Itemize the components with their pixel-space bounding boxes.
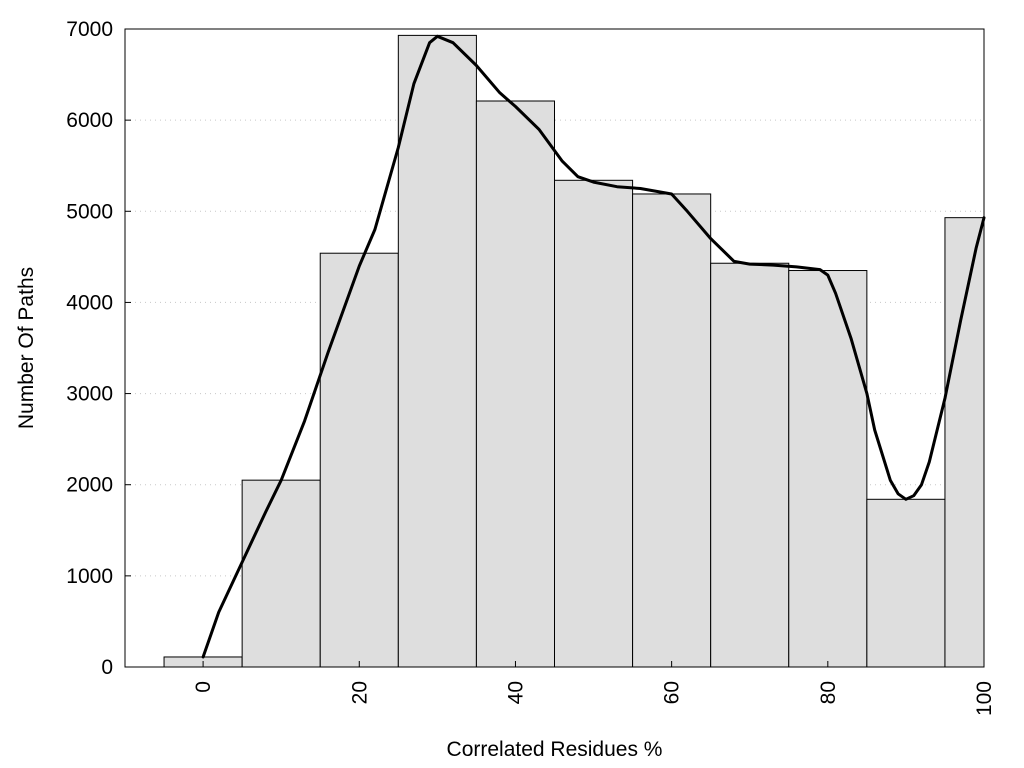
y-tick-label: 3000 — [66, 383, 113, 406]
smooth-curve — [201, 34, 986, 659]
histogram-bar — [241, 479, 321, 668]
y-tick-label: 7000 — [66, 18, 113, 41]
smooth-curve-line — [201, 34, 986, 659]
y-axis-title: Number Of Paths — [15, 267, 38, 429]
x-tick-label: 0 — [192, 681, 215, 693]
x-tick-label: 20 — [348, 681, 371, 704]
plot-frame — [124, 28, 985, 668]
y-tick-label: 5000 — [66, 200, 113, 223]
x-tick-label: 40 — [504, 681, 527, 704]
x-axis: 0 20 40 60 80 100 — [192, 661, 996, 716]
y-tick-label: 0 — [101, 656, 113, 679]
histogram-bar — [944, 217, 985, 668]
histogram-bar — [319, 252, 399, 668]
x-tick-label: 80 — [817, 681, 840, 704]
y-tick-label: 6000 — [66, 109, 113, 132]
y-tick-label: 1000 — [66, 565, 113, 588]
histogram-bar — [475, 100, 555, 668]
histogram-bar — [632, 193, 712, 668]
y-axis: 0 1000 2000 3000 4000 5000 6000 7000 — [66, 18, 131, 679]
histogram-bar — [788, 270, 868, 668]
x-axis-title: Correlated Residues % — [447, 738, 663, 761]
histogram-bar — [710, 262, 790, 668]
histogram-bar — [397, 34, 477, 668]
x-tick-label: 100 — [973, 681, 996, 716]
y-tick-label: 4000 — [66, 291, 113, 314]
histogram-bars — [163, 34, 985, 668]
histogram-bar — [866, 498, 946, 668]
y-tick-label: 2000 — [66, 474, 113, 497]
x-tick-label: 60 — [661, 681, 684, 704]
histogram-bar — [554, 179, 634, 668]
